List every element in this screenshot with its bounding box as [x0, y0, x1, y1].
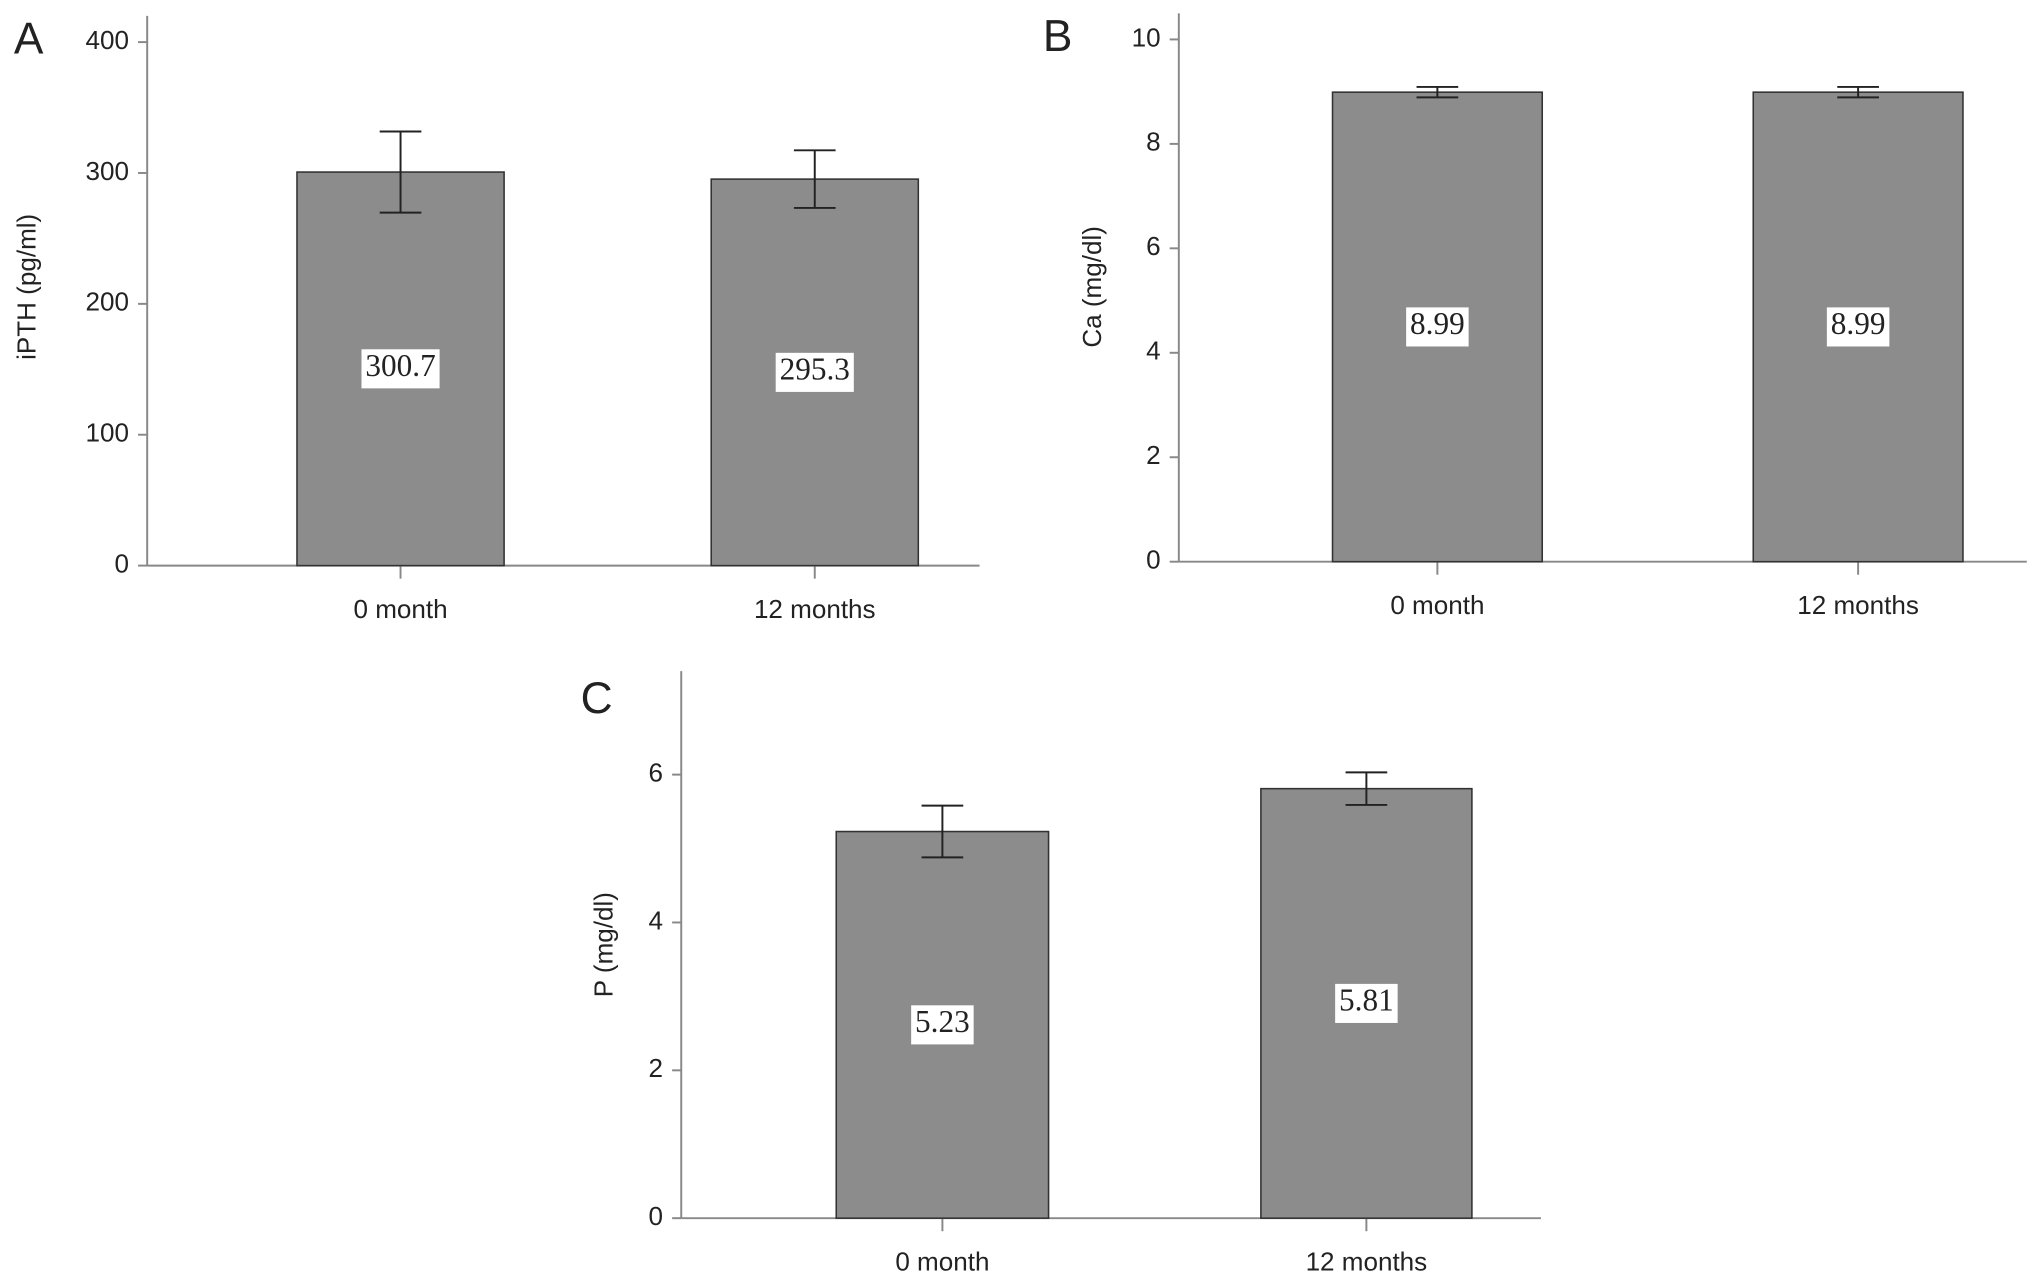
error-bar — [379, 130, 422, 214]
y-tick-label: 4 — [1146, 336, 1161, 366]
y-tick-label: 2 — [649, 1053, 664, 1083]
y-tick-label: 400 — [85, 25, 128, 55]
y-tick-label: 6 — [1146, 231, 1161, 261]
y-tick-label: 6 — [649, 757, 664, 787]
value-label: 5.23 — [915, 1004, 970, 1039]
error-bar — [793, 149, 836, 209]
x-tick-label: 12 months — [1306, 1247, 1428, 1277]
value-label: 300.7 — [365, 348, 435, 383]
value-label: 5.81 — [1339, 983, 1394, 1018]
value-label-box — [1826, 307, 1890, 347]
error-bar — [1345, 771, 1388, 806]
value-label: 8.99 — [1831, 306, 1886, 341]
y-tick-label: 0 — [1146, 545, 1161, 575]
y-tick-label: 0 — [649, 1201, 664, 1231]
x-tick-label: 0 month — [895, 1247, 989, 1277]
y-tick-label: 8 — [1146, 127, 1161, 157]
value-label-box — [911, 1005, 974, 1045]
value-label-box — [361, 349, 440, 389]
value-label-box — [775, 352, 854, 392]
y-axis-label: iPTH (pg/ml) — [12, 214, 42, 360]
y-tick-label: 10 — [1132, 22, 1161, 52]
y-tick-label: 200 — [85, 287, 128, 317]
error-bar — [1416, 85, 1459, 99]
y-axis-label: P (mg/dl) — [589, 892, 619, 997]
error-bar — [1837, 85, 1879, 99]
panel-label: B — [1043, 12, 1073, 61]
value-label-box — [1406, 307, 1469, 347]
x-tick-label: 0 month — [1390, 590, 1484, 620]
x-tick-label: 12 months — [754, 594, 876, 624]
x-tick-label: 0 month — [353, 594, 447, 624]
y-tick-label: 4 — [649, 905, 664, 935]
value-label: 295.3 — [780, 352, 850, 387]
value-label-box — [1335, 983, 1398, 1023]
y-tick-label: 2 — [1146, 440, 1161, 470]
x-tick-label: 12 months — [1797, 590, 1919, 620]
value-label: 8.99 — [1410, 306, 1465, 341]
y-axis-label: Ca (mg/dl) — [1077, 226, 1107, 348]
panel-label: C — [581, 674, 613, 723]
y-tick-label: 300 — [85, 156, 128, 186]
error-bar — [921, 804, 964, 859]
panel-label: A — [14, 15, 44, 64]
y-tick-label: 100 — [85, 418, 128, 448]
y-tick-label: 0 — [114, 548, 129, 578]
